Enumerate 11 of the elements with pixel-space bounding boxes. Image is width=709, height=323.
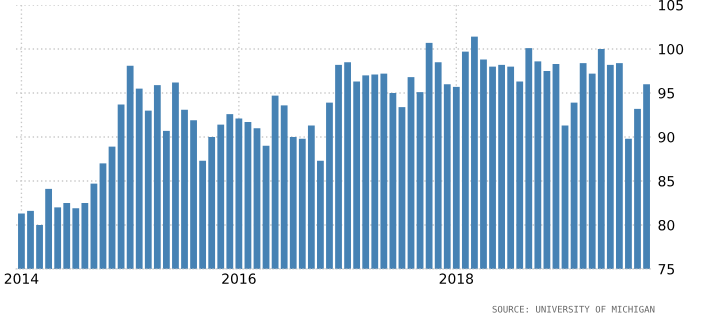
y-tick-label: 105 — [659, 0, 683, 10]
source-note: SOURCE: UNIVERSITY OF MICHIGAN — [492, 306, 654, 313]
x-tick-label: 2018 — [440, 273, 474, 284]
y-tick-label: 95 — [658, 88, 674, 98]
y-tick-label: 100 — [659, 44, 684, 54]
y-tick-label: 75 — [658, 264, 674, 274]
x-tick-label: 2016 — [222, 273, 256, 284]
x-tick-label: 2014 — [4, 273, 38, 284]
y-tick-label: 80 — [658, 220, 674, 230]
y-tick-label: 85 — [658, 176, 674, 186]
y-tick-label: 90 — [658, 132, 674, 142]
